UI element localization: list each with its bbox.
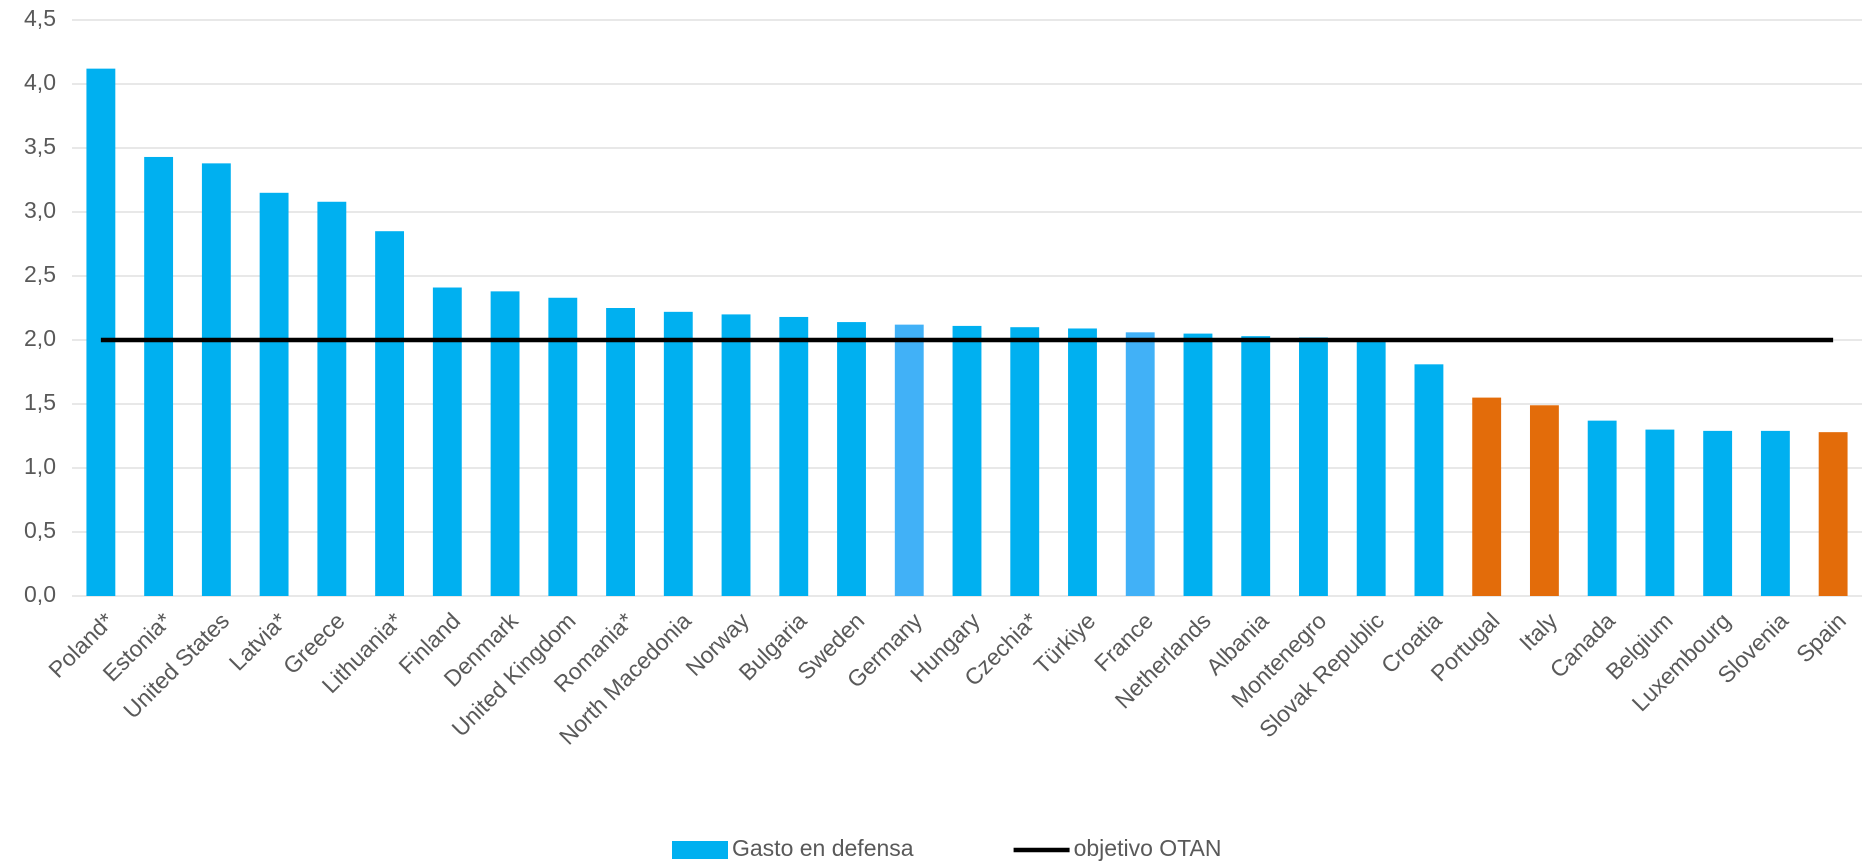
bar <box>86 68 116 596</box>
x-tick-label: Spain <box>1791 607 1851 667</box>
bar <box>259 192 289 597</box>
bar <box>1183 333 1213 596</box>
y-tick-label: 0,0 <box>24 581 56 607</box>
bar <box>606 308 635 596</box>
y-tick-label: 3,0 <box>24 197 56 223</box>
bar <box>201 163 231 597</box>
bar <box>1645 429 1675 596</box>
x-tick-label: Italy <box>1514 607 1563 656</box>
bar <box>1472 397 1502 596</box>
y-tick-label: 2,0 <box>24 325 56 351</box>
bar <box>1356 340 1386 596</box>
bar <box>548 297 578 596</box>
bar <box>144 156 174 596</box>
bar <box>663 311 693 596</box>
legend-label: objetivo OTAN <box>1074 835 1222 861</box>
bar <box>1587 420 1617 596</box>
bar <box>721 314 751 596</box>
bar <box>894 324 924 596</box>
bar <box>490 291 520 596</box>
bar <box>1010 327 1040 596</box>
bar <box>432 287 462 596</box>
y-tick-label: 4,5 <box>24 5 56 31</box>
y-tick-label: 1,0 <box>24 453 56 479</box>
bar <box>1818 432 1848 596</box>
bar <box>1299 337 1328 596</box>
y-tick-label: 3,5 <box>24 133 56 159</box>
bar <box>1703 430 1733 596</box>
bar <box>1529 405 1559 596</box>
y-tick-label: 0,5 <box>24 517 56 543</box>
x-tick-label: Türkiye <box>1029 607 1101 679</box>
legend-swatch <box>672 841 728 859</box>
bar <box>1241 336 1271 596</box>
bar <box>779 316 809 596</box>
bar <box>1414 364 1444 596</box>
bar <box>1760 430 1790 596</box>
bar <box>1068 328 1097 596</box>
bar <box>837 322 866 596</box>
bar <box>1125 332 1155 596</box>
legend-label: Gasto en defensa <box>732 835 914 861</box>
y-tick-label: 2,5 <box>24 261 56 287</box>
y-tick-label: 1,5 <box>24 389 56 415</box>
y-tick-label: 4,0 <box>24 69 56 95</box>
bar <box>375 231 405 596</box>
bar <box>952 325 982 596</box>
bar <box>317 201 347 596</box>
